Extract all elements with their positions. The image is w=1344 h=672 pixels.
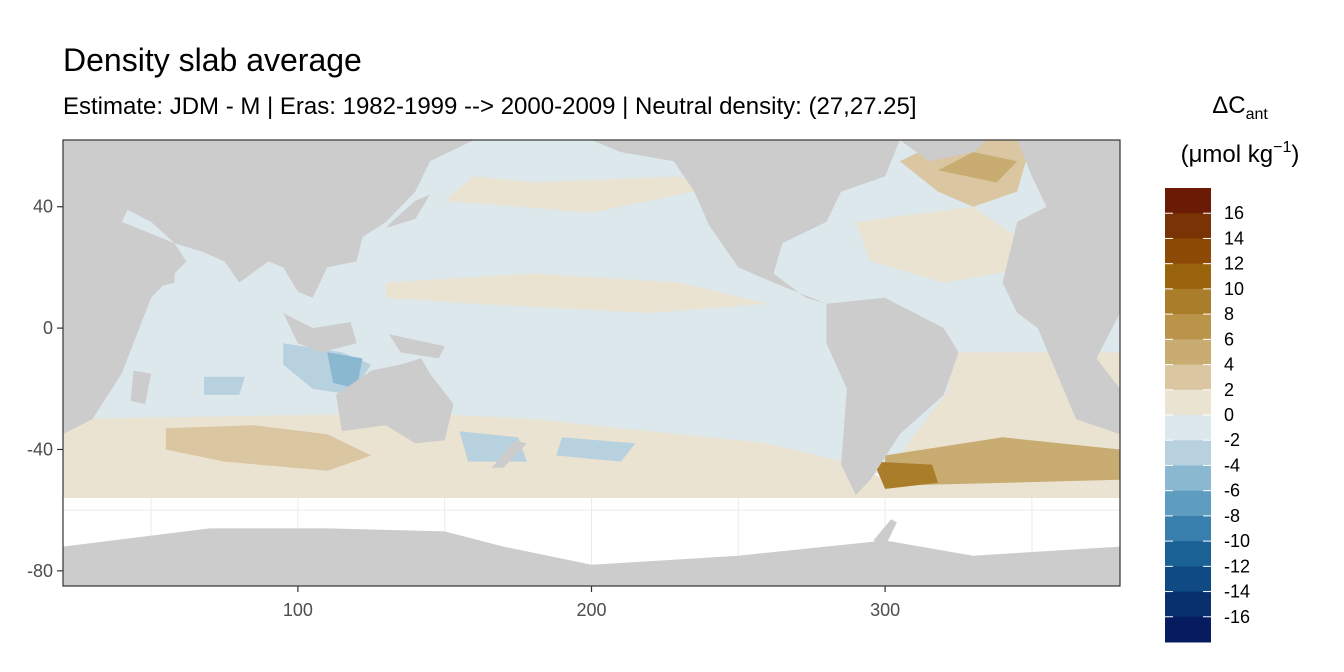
- legend-swatch: [1165, 415, 1211, 441]
- legend-swatch: [1165, 490, 1211, 517]
- ocean-patch-s-atlantic-dark: [873, 461, 938, 489]
- ocean-patch-indian-south-pos: [165, 425, 372, 471]
- land-europe-africa: [1002, 140, 1120, 435]
- map-panel: [63, 140, 1120, 586]
- legend-swatch: [1165, 465, 1211, 492]
- legend-swatch: [1165, 515, 1211, 542]
- ocean-patch-nw-pacific-light: [444, 176, 709, 213]
- ocean-patch-n-atlantic-light: [855, 206, 1032, 283]
- legend-label: -4: [1224, 455, 1240, 475]
- legend-label: -16: [1224, 607, 1250, 627]
- land-new-guinea: [388, 334, 445, 359]
- legend-swatch: [1165, 213, 1211, 239]
- legend-swatch: [1165, 288, 1211, 315]
- legend-label: 6: [1224, 329, 1234, 349]
- legend-label: -6: [1224, 481, 1240, 501]
- x-tick-label: 300: [870, 600, 900, 620]
- legend-label: 2: [1224, 380, 1234, 400]
- land-australia: [336, 358, 454, 444]
- land-madagascar: [130, 370, 152, 404]
- land-mask: [63, 140, 1120, 586]
- y-tick-label: 0: [43, 318, 53, 338]
- legend-title: ΔCant: [1212, 92, 1268, 123]
- chart-title: Density slab average: [63, 42, 362, 78]
- legend-label: -12: [1224, 556, 1250, 576]
- y-tick-label: -80: [27, 561, 53, 581]
- legend-swatch: [1165, 389, 1211, 416]
- ocean-patch-s-atlantic-strong: [885, 437, 1120, 486]
- land-south-america: [826, 297, 959, 495]
- land-antarctica: [63, 528, 1120, 586]
- land-north-america: [591, 140, 900, 304]
- legend-unit: (μmol kg−1): [1181, 139, 1300, 168]
- legend-swatch: [1165, 591, 1211, 618]
- legend-swatch: [1165, 188, 1211, 214]
- legend-label: -2: [1224, 430, 1240, 450]
- legend-label: -8: [1224, 506, 1240, 526]
- land-africa-east: [63, 140, 187, 435]
- x-tick-label: 100: [283, 600, 313, 620]
- legend-swatch: [1165, 238, 1211, 265]
- land-new-zealand: [491, 440, 527, 468]
- land-asia: [121, 140, 475, 298]
- land-japan: [386, 194, 430, 228]
- legend-label: -14: [1224, 582, 1250, 602]
- legend-label: 0: [1224, 405, 1234, 425]
- legend-label: 8: [1224, 304, 1234, 324]
- ocean-patch-subtrop-pac-light: [386, 273, 768, 313]
- legend-swatch: [1165, 364, 1211, 391]
- legend-label: 16: [1224, 203, 1244, 223]
- legend-swatch: [1165, 566, 1211, 593]
- legend-label: -10: [1224, 531, 1250, 551]
- legend-label: 12: [1224, 254, 1244, 274]
- legend-swatch: [1165, 616, 1211, 643]
- y-tick-label: 40: [33, 197, 53, 217]
- land-greenland: [899, 140, 988, 162]
- land-antarctic-peninsula: [873, 519, 897, 547]
- legend-label: 14: [1224, 228, 1244, 248]
- ocean-patch-timor-neg-mid: [327, 352, 363, 389]
- ocean-patch-n-atlantic-strong: [938, 152, 1018, 183]
- legend-swatch: [1165, 440, 1211, 466]
- legend-swatch: [1165, 263, 1211, 290]
- legend-swatch: [1165, 339, 1211, 366]
- legend-label: 10: [1224, 279, 1244, 299]
- land-sumatra-borneo: [283, 312, 357, 353]
- ocean-patch-indian-neg: [203, 376, 245, 395]
- land-arabia: [115, 237, 175, 292]
- ocean-patch-s-pac-neg2: [556, 437, 636, 462]
- legend-label: 4: [1224, 355, 1234, 375]
- y-tick-label: -40: [27, 439, 53, 459]
- color-legend: 16 14 12 10 8 6 4 2 0 -2 -4 -6 -8 -10 -12 -14 -16 ΔCant (μ…: [1165, 92, 1299, 643]
- chart-subtitle: Estimate: JDM - M | Eras: 1982-1999 --> …: [63, 93, 917, 120]
- x-tick-label: 200: [576, 600, 606, 620]
- legend-swatch: [1165, 541, 1211, 567]
- legend-swatch: [1165, 314, 1211, 340]
